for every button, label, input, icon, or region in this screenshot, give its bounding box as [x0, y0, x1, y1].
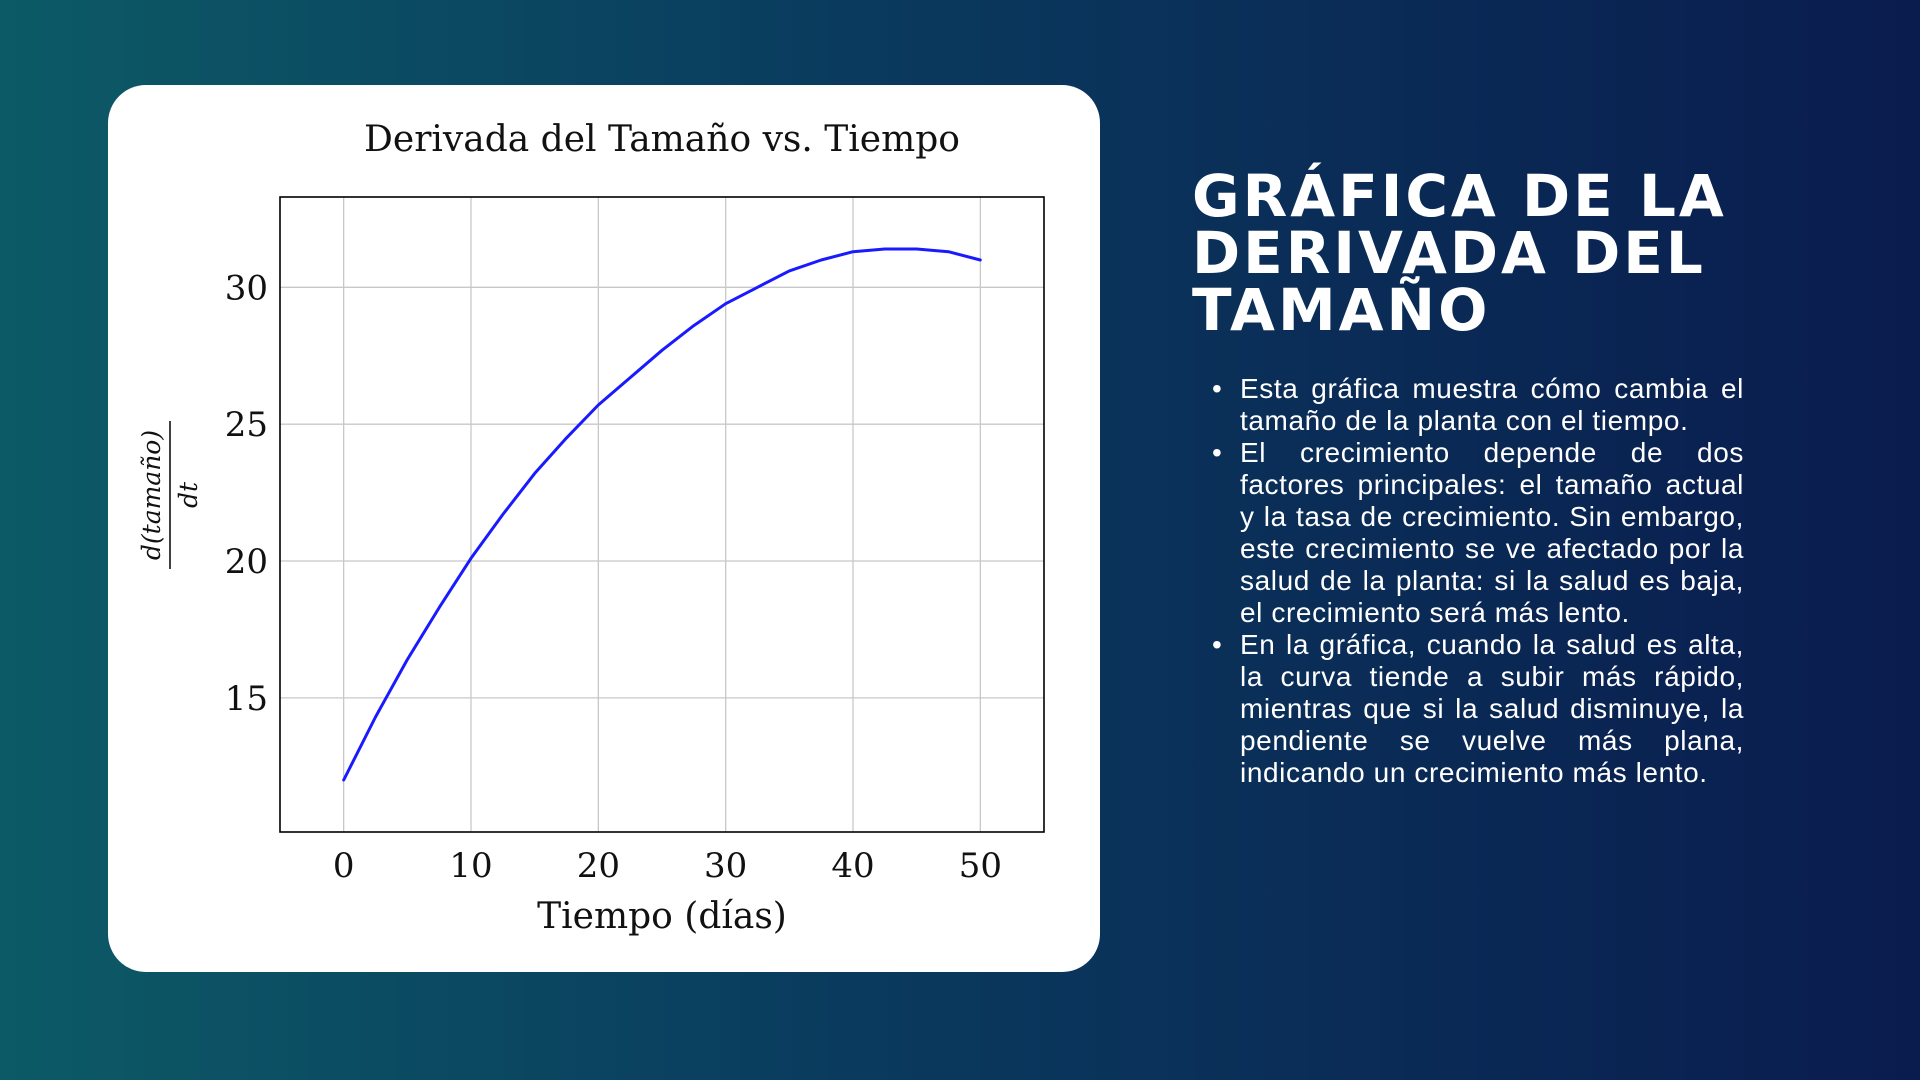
bullet-list: • Esta gráfica muestra cómo cambia el ta… — [1192, 373, 1744, 789]
x-tick-label: 20 — [577, 846, 620, 886]
x-axis-label: Tiempo (días) — [537, 896, 787, 937]
y-tick-label: 30 — [225, 268, 268, 308]
y-tick-label: 20 — [225, 542, 268, 582]
x-tick-label: 30 — [704, 846, 747, 886]
x-tick-label: 40 — [831, 846, 874, 886]
y-axis-label: d(tamaño) dt — [137, 421, 203, 569]
plot-frame — [279, 196, 1045, 833]
bullet-dot: • — [1212, 437, 1223, 468]
bullet-item: • En la gráfica, cuando la salud es alta… — [1212, 629, 1744, 789]
y-axis-label-numerator: d(tamaño) — [137, 430, 166, 560]
y-tick-label: 25 — [225, 405, 268, 445]
bullet-text: Esta gráfica muestra cómo cambia el tama… — [1240, 373, 1744, 436]
tick-labels: 0 10 20 30 40 50 15 20 25 30 — [225, 268, 1002, 886]
series-line — [342, 247, 982, 782]
bullet-item: • El crecimiento depende de dos factores… — [1212, 437, 1744, 629]
x-tick-label: 50 — [959, 846, 1002, 886]
bullet-dot: • — [1212, 373, 1223, 404]
bullet-text: En la gráfica, cuando la salud es alta, … — [1240, 629, 1744, 788]
grid — [280, 197, 1044, 832]
derivative-line-chart: Derivada del Tamaño vs. Tiempo 0 10 20 30 40… — [137, 119, 1045, 937]
text-panel: GRÁFICA DE LA DERIVADA DEL TAMAÑO • Esta… — [1192, 162, 1744, 789]
x-tick-label: 10 — [449, 846, 492, 886]
y-axis-label-denominator: dt — [174, 481, 203, 508]
x-tick-label: 0 — [333, 846, 355, 886]
chart-title: Derivada del Tamaño vs. Tiempo — [364, 119, 960, 160]
slide-title: GRÁFICA DE LA DERIVADA DEL TAMAÑO — [1192, 162, 1727, 344]
bullet-text: El crecimiento depende de dos factores p… — [1240, 437, 1744, 628]
chart-card: Derivada del Tamaño vs. Tiempo 0 10 20 30 40… — [108, 85, 1100, 972]
y-tick-label: 15 — [225, 679, 268, 719]
bullet-dot: • — [1212, 629, 1223, 660]
bullet-item: • Esta gráfica muestra cómo cambia el ta… — [1212, 373, 1744, 437]
